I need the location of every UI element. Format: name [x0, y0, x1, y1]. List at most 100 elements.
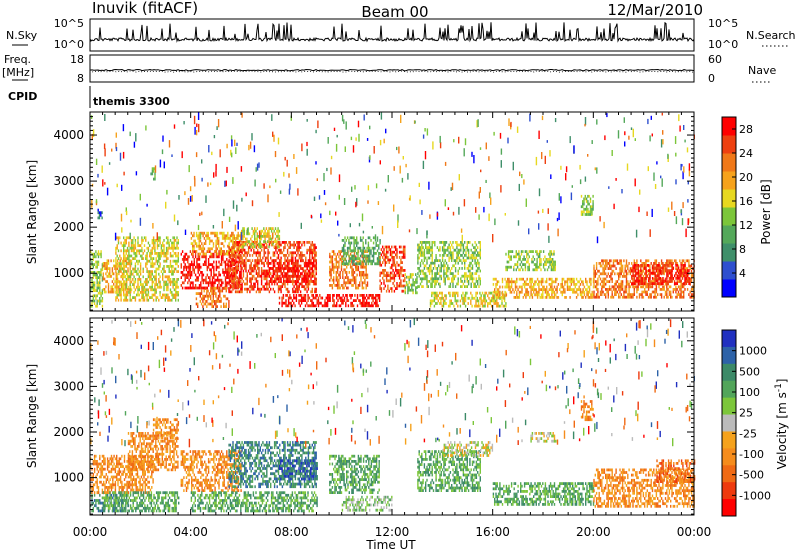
heatmap-cell	[502, 304, 504, 308]
heatmap-cell	[350, 257, 353, 260]
heatmap-cell	[273, 290, 276, 294]
heatmap-cell	[426, 280, 428, 283]
heatmap-cell	[243, 227, 245, 230]
heatmap-cell	[204, 300, 207, 303]
heatmap-cell	[111, 290, 114, 294]
heatmap-cell	[619, 272, 621, 276]
heatmap-cell	[134, 288, 137, 292]
heatmap-cell	[130, 259, 133, 263]
heatmap-cell	[620, 269, 622, 273]
heatmap-cell	[152, 262, 155, 266]
heatmap-cell	[464, 267, 466, 270]
heatmap-cell	[538, 285, 540, 289]
heatmap-cell	[253, 251, 255, 255]
heatmap-cell	[307, 299, 309, 302]
heatmap-cell	[610, 277, 612, 281]
heatmap-cell	[519, 268, 521, 272]
heatmap-cell	[262, 285, 264, 288]
heatmap-cell	[473, 282, 475, 286]
heatmap-cell	[202, 278, 205, 282]
heatmap-cell	[519, 258, 521, 261]
heatmap-cell	[505, 285, 508, 289]
heatmap-cell	[497, 293, 500, 297]
heatmap-cell	[314, 259, 316, 263]
heatmap-cell	[304, 294, 307, 297]
heatmap-cell	[367, 262, 370, 266]
heatmap-cell	[384, 258, 386, 262]
heatmap-cell	[578, 280, 580, 284]
heatmap-cell	[116, 254, 118, 258]
heatmap-cell	[306, 241, 308, 244]
heatmap-cell	[145, 278, 147, 281]
heatmap-cell	[229, 248, 232, 252]
heatmap-cell	[303, 280, 306, 283]
heatmap-cell	[610, 275, 612, 278]
heatmap-cell	[164, 283, 166, 286]
heatmap-cell	[378, 257, 380, 260]
heatmap-cell	[172, 296, 174, 299]
heatmap-cell	[280, 267, 282, 270]
heatmap-cell	[364, 296, 366, 300]
heatmap-cell	[293, 275, 295, 278]
heatmap-cell	[133, 236, 135, 240]
heatmap-cell	[154, 244, 156, 247]
heatmap-cell	[217, 289, 220, 293]
heatmap-cell	[645, 264, 647, 268]
heatmap-cell	[192, 242, 194, 245]
heatmap-cell	[432, 291, 434, 295]
heatmap-cell	[546, 290, 548, 294]
heatmap-cell	[293, 290, 295, 294]
heatmap-cell	[415, 273, 417, 276]
heatmap-cell	[305, 269, 307, 273]
heatmap-cell	[523, 285, 526, 289]
heatmap-cell	[473, 256, 475, 260]
heatmap-cell	[206, 305, 208, 308]
heatmap-cell	[534, 283, 536, 286]
heatmap-cell	[339, 250, 341, 253]
heatmap-cell	[461, 243, 463, 247]
heatmap-cell	[452, 285, 454, 288]
heatmap-cell	[314, 280, 316, 283]
heatmap-cell	[197, 255, 199, 259]
heatmap-cell	[574, 290, 576, 294]
heatmap-cell	[172, 259, 174, 263]
heatmap-cell	[101, 304, 104, 308]
heatmap-cell	[187, 281, 189, 285]
heatmap-cell	[126, 259, 128, 263]
heatmap-cell	[288, 262, 290, 265]
heatmap-cell	[367, 257, 370, 260]
heatmap-cell	[206, 234, 208, 238]
heatmap-cell	[141, 254, 143, 258]
heatmap-cell	[282, 296, 285, 300]
heatmap-cell	[331, 268, 334, 272]
heatmap-cell	[260, 245, 262, 249]
heatmap-cell	[400, 266, 402, 270]
heatmap-cell	[206, 265, 208, 269]
heatmap-cell	[201, 273, 203, 277]
heatmap-cell	[231, 251, 233, 255]
heatmap-cell	[550, 265, 553, 269]
heatmap-cell	[215, 252, 218, 256]
heatmap-cell	[466, 248, 468, 252]
heatmap-cell	[95, 250, 97, 253]
heatmap-cell	[329, 273, 331, 277]
heatmap-cell	[542, 280, 544, 284]
heatmap-cell	[263, 232, 265, 236]
heatmap-cell	[457, 282, 459, 286]
heatmap-cell	[607, 293, 609, 296]
heatmap-cell	[542, 263, 545, 266]
heatmap-cell	[561, 277, 563, 281]
heatmap-cell	[292, 269, 294, 273]
heatmap-cell	[176, 262, 178, 266]
heatmap-cell	[407, 283, 409, 287]
heatmap-cell	[623, 259, 625, 263]
heatmap-cell	[548, 288, 550, 291]
heatmap-cell	[465, 285, 467, 288]
heatmap-cell	[549, 285, 552, 289]
heatmap-cell	[133, 252, 135, 255]
heatmap-cell	[263, 240, 265, 243]
heatmap-cell	[164, 293, 166, 297]
heatmap-cell	[142, 291, 144, 294]
heatmap-cell	[228, 264, 230, 268]
heatmap-cell	[520, 260, 523, 264]
